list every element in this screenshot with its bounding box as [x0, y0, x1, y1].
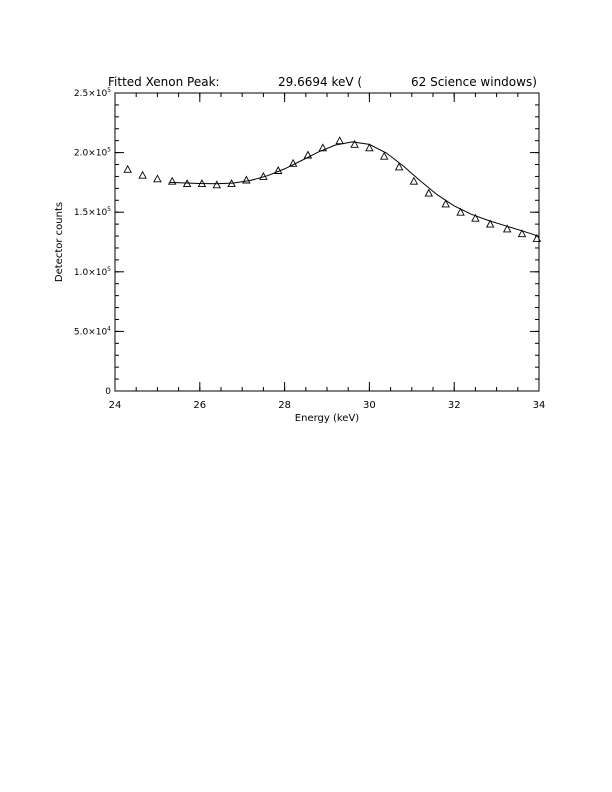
- data-point-triangle: [212, 180, 222, 189]
- data-point-triangle: [409, 176, 419, 185]
- data-point-triangle: [138, 170, 147, 179]
- y-axis-label: Detector counts: [54, 202, 65, 282]
- data-point-triangle: [441, 199, 450, 208]
- axis-ticks: [114, 92, 540, 392]
- data-point-triangle: [350, 139, 359, 148]
- data-point-triangle: [167, 176, 177, 185]
- y-tick-label: 1.0×105: [74, 266, 111, 278]
- x-axis-label: Energy (keV): [295, 413, 360, 424]
- y-tick-label: 2.0×105: [74, 147, 111, 159]
- data-point-triangle: [485, 219, 495, 228]
- data-point-triangle: [379, 151, 389, 160]
- data-point-triangle: [197, 179, 207, 188]
- data-point-triangle: [153, 174, 162, 183]
- plot-frame: [114, 92, 540, 392]
- x-tick-label: 34: [533, 400, 546, 411]
- data-point-triangle: [182, 179, 192, 188]
- y-tick-label: 1.5×105: [74, 206, 111, 218]
- y-tick-label: 0: [105, 387, 111, 397]
- data-point-triangle: [242, 175, 251, 184]
- chart-title-energy: 29.6694 keV (: [278, 75, 362, 89]
- data-point-triangle: [259, 171, 268, 180]
- chart-title-label: Fitted Xenon Peak:: [108, 75, 220, 89]
- chart-title-windows: 62 Science windows): [411, 75, 537, 89]
- data-point-triangle: [273, 166, 283, 174]
- y-tick-label: 2.5×105: [74, 87, 111, 99]
- data-point-triangle: [517, 229, 527, 238]
- x-tick-labels: 24 26 28 30 32 34: [109, 400, 546, 411]
- y-tick-labels: 0 5.0×104 1.0×105 1.5×105 2.0×105 2.5×105: [74, 87, 111, 397]
- data-point-triangle: [288, 158, 298, 167]
- data-point-triangle: [394, 162, 404, 171]
- data-point-triangle: [123, 164, 132, 173]
- fit-curve-layer: [170, 141, 540, 237]
- data-point-triangle: [502, 224, 512, 233]
- data-point-triangle: [335, 136, 344, 145]
- x-tick-label: 32: [448, 400, 461, 411]
- x-tick-label: 24: [109, 400, 122, 411]
- x-tick-label: 28: [278, 400, 291, 411]
- y-tick-label: 5.0×104: [74, 325, 111, 337]
- data-point-triangle: [456, 207, 465, 216]
- fit-curve: [170, 141, 540, 237]
- data-point-triangle: [227, 179, 236, 188]
- data-point-triangle: [318, 143, 328, 152]
- data-point-triangle: [365, 143, 374, 152]
- data-point-triangle: [471, 213, 480, 222]
- data-point-triangle: [424, 188, 434, 197]
- data-points: [123, 136, 542, 242]
- x-tick-label: 30: [363, 400, 376, 411]
- x-tick-label: 26: [193, 400, 206, 411]
- data-point-triangle: [303, 150, 313, 159]
